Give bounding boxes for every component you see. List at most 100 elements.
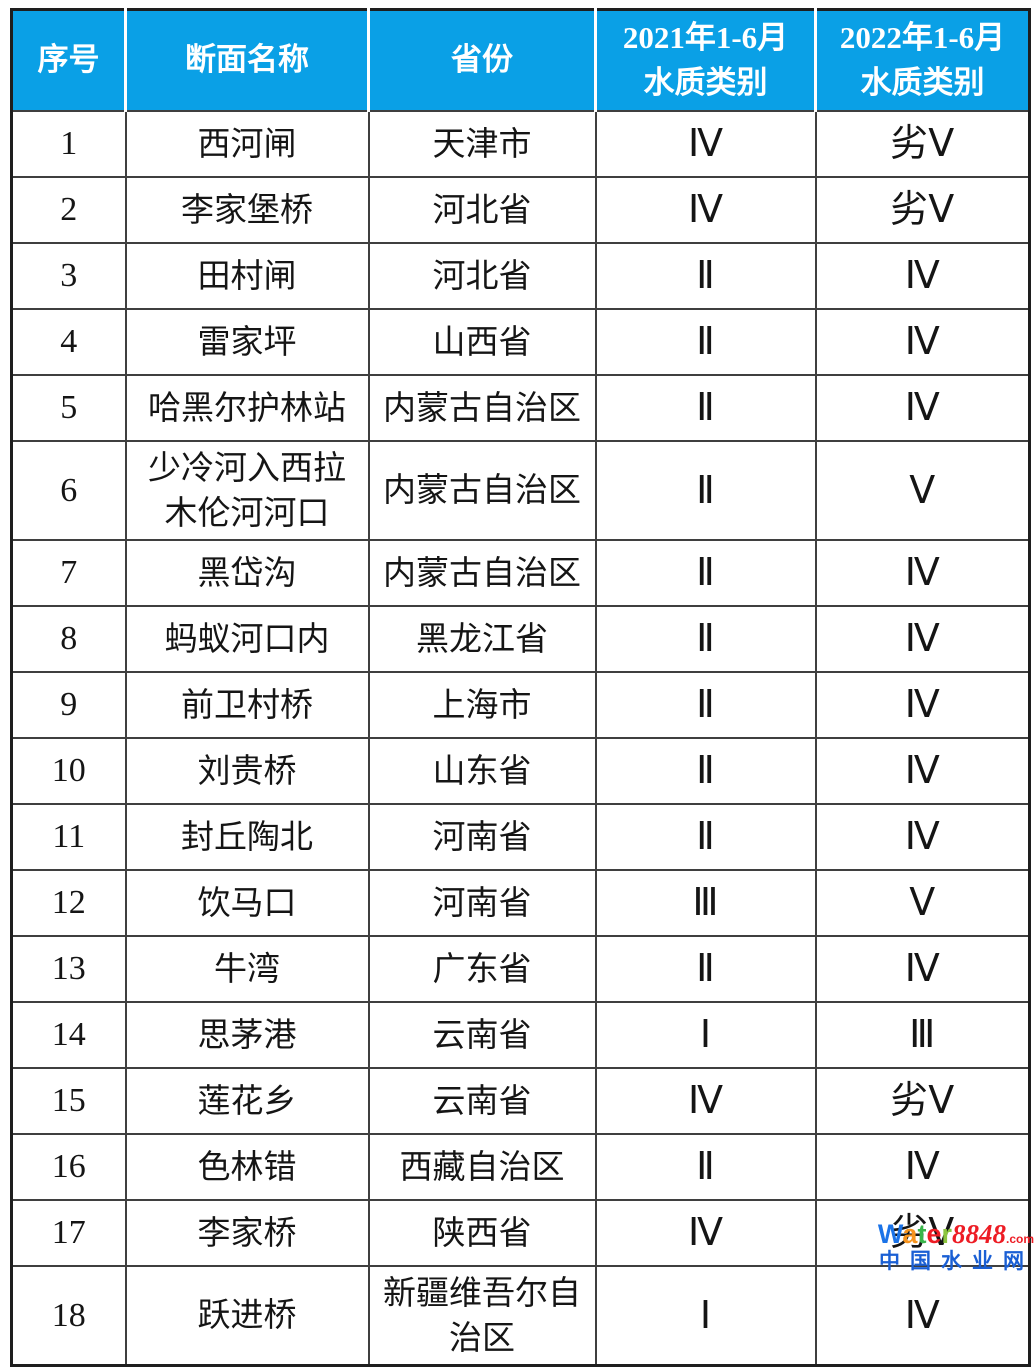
quality-2022-cell: Ⅴ (814, 439, 1031, 542)
table-row: 16 色林错 西藏自治区 Ⅱ Ⅳ (10, 1133, 1031, 1202)
province-cell: 新疆维吾尔自 治区 (367, 1265, 597, 1367)
quality-2022-cell: Ⅳ (814, 671, 1031, 740)
watermark-letter: a (902, 1219, 918, 1249)
province-cell: 河南省 (367, 869, 597, 938)
section-name-cell: 田村闸 (124, 242, 370, 310)
province-cell: 山西省 (367, 308, 597, 376)
row-index-cell: 17 (10, 1199, 127, 1268)
province-cell: 黑龙江省 (367, 605, 597, 674)
row-index-cell: 14 (10, 1001, 127, 1070)
province-cell: 西藏自治区 (367, 1133, 597, 1202)
quality-2022-cell: Ⅳ (814, 539, 1031, 608)
header-quality-2021: 2021年1-6月 水质类别 (594, 8, 817, 112)
table-row: 14 思茅港 云南省 Ⅰ Ⅲ (10, 1001, 1031, 1070)
table-row: 13 牛湾 广东省 Ⅱ Ⅳ (10, 935, 1031, 1004)
section-name-cell: 李家桥 (124, 1199, 370, 1268)
watermark-word: Water (878, 1219, 952, 1249)
section-name-cell: 饮马口 (124, 869, 370, 938)
row-index-cell: 18 (10, 1265, 127, 1367)
quality-2022-cell: 劣Ⅴ (814, 1199, 1031, 1268)
row-index-cell: 16 (10, 1133, 127, 1202)
province-cell: 山东省 (367, 737, 597, 806)
table-row: 10 刘贵桥 山东省 Ⅱ Ⅳ (10, 737, 1031, 806)
row-index-cell: 1 (10, 110, 127, 178)
table-body: 1 西河闸 天津市 Ⅳ 劣Ⅴ 2 李家堡桥 河北省 Ⅳ 劣Ⅴ 3 田村闸 河北省… (10, 110, 1031, 1367)
water-quality-table: 序号 断面名称 省份 2021年1-6月 水质类别 2022年1-6月 水质类别… (10, 8, 1031, 1367)
watermark-digits: 8848 (951, 1219, 1006, 1249)
quality-2021-cell: Ⅱ (594, 374, 817, 442)
header-province: 省份 (367, 8, 597, 112)
province-cell: 内蒙古自治区 (367, 539, 597, 608)
quality-2021-cell: Ⅱ (594, 539, 817, 608)
section-name-cell: 蚂蚁河口内 (124, 605, 370, 674)
row-index-cell: 12 (10, 869, 127, 938)
quality-2021-cell: Ⅳ (594, 1199, 817, 1268)
quality-2021-cell: Ⅳ (594, 176, 817, 244)
row-index-cell: 15 (10, 1067, 127, 1136)
quality-2022-cell: Ⅳ (814, 1133, 1031, 1202)
province-cell: 内蒙古自治区 (367, 439, 597, 542)
table-row: 1 西河闸 天津市 Ⅳ 劣Ⅴ (10, 110, 1031, 178)
header-quality-2022: 2022年1-6月 水质类别 (814, 8, 1031, 112)
section-name-cell: 前卫村桥 (124, 671, 370, 740)
section-name-cell: 跃进桥 (124, 1265, 370, 1367)
province-cell: 陕西省 (367, 1199, 597, 1268)
province-cell: 云南省 (367, 1067, 597, 1136)
row-index-cell: 8 (10, 605, 127, 674)
watermark-logo: Water8848.com (878, 1221, 1034, 1248)
header-row: 序号 断面名称 省份 2021年1-6月 水质类别 2022年1-6月 水质类别 (10, 8, 1031, 112)
watermark-letter: e (926, 1219, 942, 1249)
quality-2022-cell: 劣Ⅴ (814, 1067, 1031, 1136)
section-name-cell: 黑岱沟 (124, 539, 370, 608)
section-name-cell: 李家堡桥 (124, 176, 370, 244)
watermark-suffix: .com (1005, 1232, 1034, 1246)
section-name-cell: 刘贵桥 (124, 737, 370, 806)
section-name-cell: 少冷河入西拉 木伦河河口 (124, 439, 370, 542)
quality-2022-cell: Ⅲ (814, 1001, 1031, 1070)
row-index-cell: 6 (10, 439, 127, 542)
quality-2022-cell: Ⅳ (814, 935, 1031, 1004)
province-cell: 云南省 (367, 1001, 597, 1070)
quality-2022-cell: Ⅳ (814, 605, 1031, 674)
quality-2021-cell: Ⅱ (594, 737, 817, 806)
table-row: 18 跃进桥 新疆维吾尔自 治区 Ⅰ Ⅳ (10, 1265, 1031, 1367)
row-index-cell: 7 (10, 539, 127, 608)
quality-2021-cell: Ⅱ (594, 242, 817, 310)
quality-2021-cell: Ⅳ (594, 1067, 817, 1136)
province-cell: 上海市 (367, 671, 597, 740)
row-index-cell: 2 (10, 176, 127, 244)
quality-2022-cell: Ⅳ (814, 242, 1031, 310)
table-row: 12 饮马口 河南省 Ⅲ Ⅴ (10, 869, 1031, 938)
quality-2022-cell: Ⅳ (814, 308, 1031, 376)
row-index-cell: 5 (10, 374, 127, 442)
quality-2021-cell: Ⅱ (594, 803, 817, 872)
quality-2021-cell: Ⅱ (594, 605, 817, 674)
quality-2022-cell: Ⅳ (814, 737, 1031, 806)
province-cell: 内蒙古自治区 (367, 374, 597, 442)
table-header: 序号 断面名称 省份 2021年1-6月 水质类别 2022年1-6月 水质类别 (10, 8, 1031, 112)
quality-2022-cell: Ⅴ (814, 869, 1031, 938)
section-name-cell: 西河闸 (124, 110, 370, 178)
section-name-cell: 哈黑尔护林站 (124, 374, 370, 442)
row-index-cell: 13 (10, 935, 127, 1004)
site-watermark: Water8848.com 中国水业网 (878, 1221, 1034, 1273)
table-row: 4 雷家坪 山西省 Ⅱ Ⅳ (10, 308, 1031, 376)
row-index-cell: 10 (10, 737, 127, 806)
watermark-letter: t (917, 1219, 927, 1249)
section-name-cell: 雷家坪 (124, 308, 370, 376)
table-row: 17 李家桥 陕西省 Ⅳ 劣Ⅴ (10, 1199, 1031, 1268)
quality-2021-cell: Ⅰ (594, 1265, 817, 1367)
table-row: 11 封丘陶北 河南省 Ⅱ Ⅳ (10, 803, 1031, 872)
quality-2022-cell: 劣Ⅴ (814, 110, 1031, 178)
province-cell: 广东省 (367, 935, 597, 1004)
watermark-site-name: 中国水业网 (879, 1250, 1034, 1273)
province-cell: 河南省 (367, 803, 597, 872)
quality-2021-cell: Ⅱ (594, 935, 817, 1004)
quality-2022-cell: 劣Ⅴ (814, 176, 1031, 244)
quality-2021-cell: Ⅱ (594, 1133, 817, 1202)
table-row: 6 少冷河入西拉 木伦河河口 内蒙古自治区 Ⅱ Ⅴ (10, 439, 1031, 542)
header-index: 序号 (10, 8, 127, 112)
province-cell: 河北省 (367, 176, 597, 244)
table-row: 15 莲花乡 云南省 Ⅳ 劣Ⅴ (10, 1067, 1031, 1136)
watermark-letter: W (877, 1219, 903, 1249)
